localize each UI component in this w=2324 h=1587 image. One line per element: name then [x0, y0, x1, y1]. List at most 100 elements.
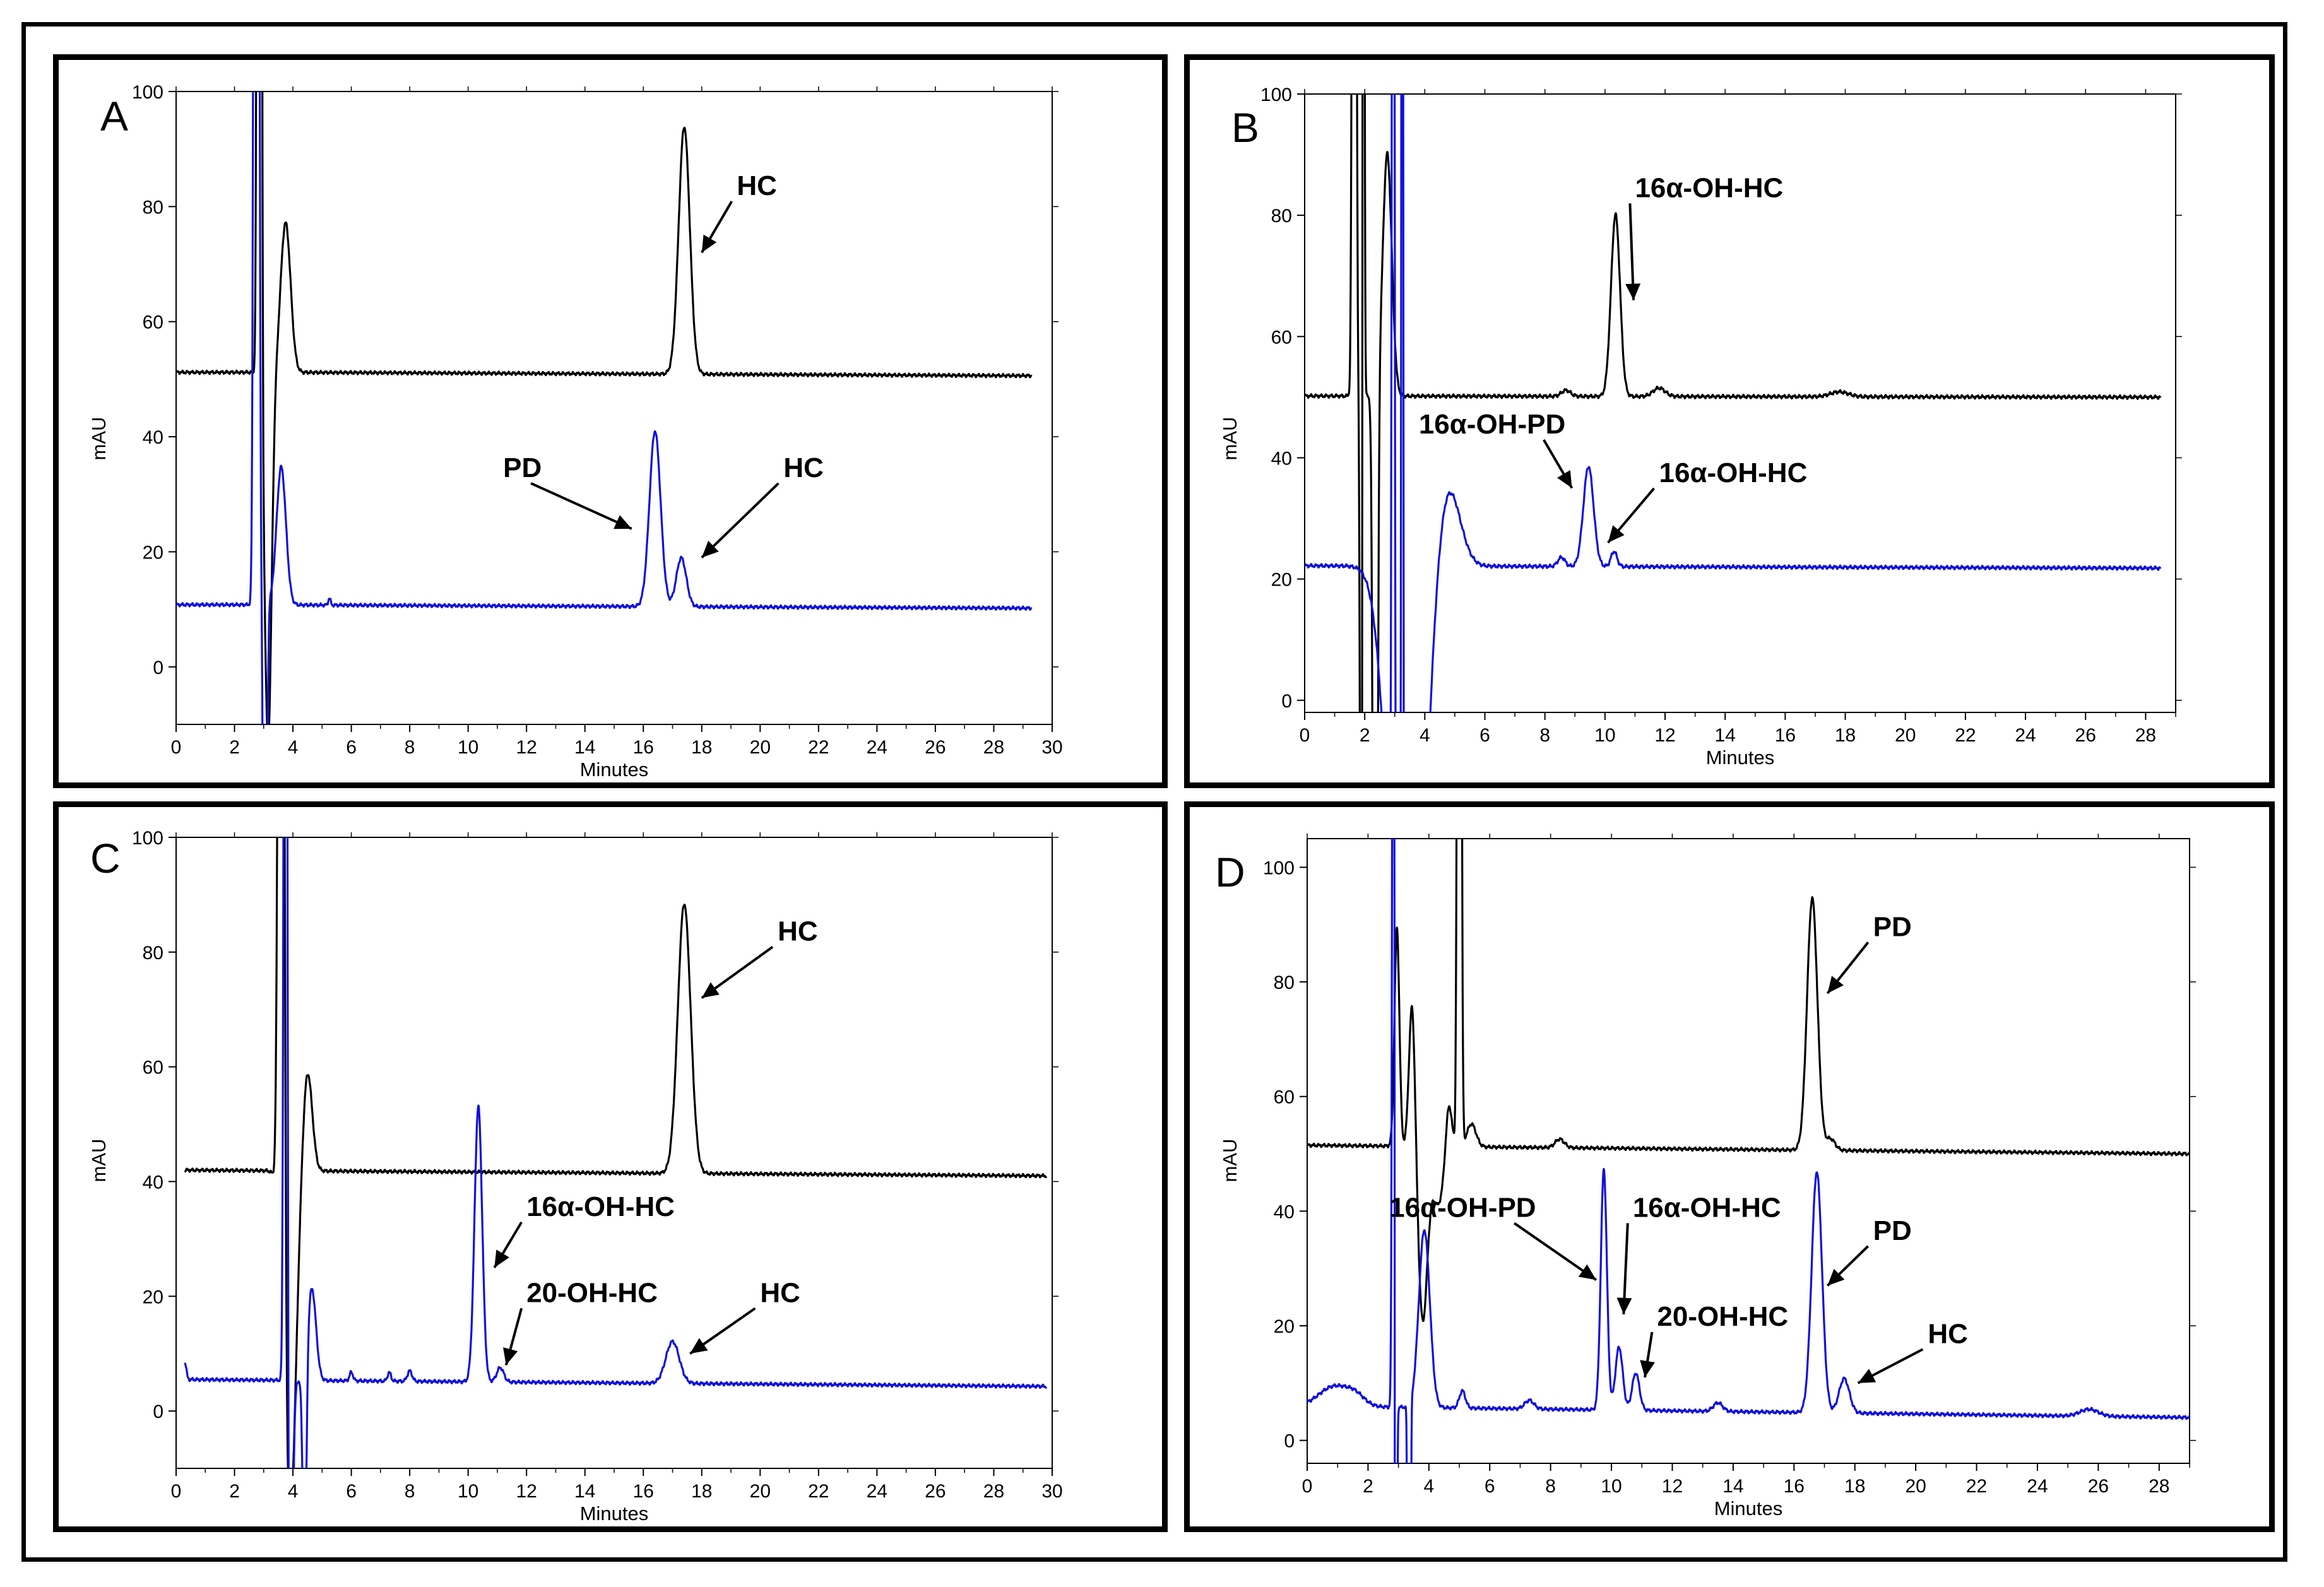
peak-annotation-label: HC — [1928, 1318, 1968, 1349]
annotation-arrow — [530, 482, 632, 530]
x-tick-label: 12 — [1654, 725, 1675, 746]
chart-svg-c: C0 2 4 6 8 10 12 14 16 18 20 22 24 26 28 30020406080100… — [88, 828, 1063, 1525]
y-tick-label: 0 — [1281, 691, 1292, 712]
peak-annotation-label: PD — [503, 452, 542, 483]
x-tick-label: 2 — [1363, 1476, 1373, 1497]
x-axis-title: Minutes — [580, 758, 649, 781]
annotation-arrowhead — [1578, 1264, 1596, 1280]
panel-letter: C — [90, 835, 121, 882]
x-tick-label: 20 — [1905, 1476, 1926, 1497]
y-tick-label: 60 — [1271, 327, 1292, 348]
x-tick-label: 26 — [2075, 725, 2096, 746]
black-trace-line — [184, 837, 1048, 1468]
x-tick-label: 4 — [288, 737, 299, 758]
y-tick-label: 40 — [1274, 1201, 1295, 1222]
y-tick-label: 100 — [1260, 85, 1292, 105]
peak-annotation-label: 16α-OH-HC — [1635, 172, 1783, 203]
x-tick-label: 26 — [2088, 1476, 2109, 1497]
x-tick-label: 28 — [2135, 725, 2156, 746]
y-tick-label: 20 — [1274, 1316, 1295, 1337]
x-tick-label: 30 — [1041, 737, 1062, 758]
peak-annotation-label: PD — [1873, 1215, 1912, 1246]
chart-svg-d: D0 2 4 6 8 10 12 14 16 18 20 22 24 26 28020406080100Mi… — [1215, 834, 2196, 1519]
annotation-arrowhead — [1827, 976, 1844, 994]
x-tick-label: 28 — [983, 1481, 1004, 1502]
x-tick-label: 0 — [171, 1481, 182, 1502]
peak-annotation-label: 16α-OH-HC — [1659, 457, 1808, 488]
x-tick-label: 0 — [1300, 725, 1310, 746]
peak-annotation-label: HC — [783, 452, 824, 483]
y-axis-title: mAU — [1219, 1139, 1241, 1183]
x-tick-label: 8 — [1539, 725, 1550, 746]
blue-trace-line — [1305, 94, 2162, 712]
x-tick-label: 12 — [516, 1481, 537, 1502]
peak-annotation-label: 20-OH-HC — [526, 1277, 658, 1308]
x-tick-label: 14 — [1715, 725, 1736, 746]
black-trace-line — [176, 91, 1033, 724]
x-tick-label: 14 — [574, 737, 595, 758]
x-tick-label: 20 — [1895, 725, 1916, 746]
x-tick-label: 20 — [750, 737, 771, 758]
peak-annotation-label: 20-OH-HC — [1657, 1301, 1788, 1332]
x-tick-label: 24 — [2015, 725, 2036, 746]
x-tick-label: 2 — [1360, 725, 1370, 746]
y-tick-label: 80 — [1274, 972, 1295, 993]
x-tick-label: 28 — [2149, 1476, 2169, 1497]
x-axis-title: Minutes — [1706, 746, 1775, 769]
y-tick-label: 80 — [1271, 206, 1292, 227]
x-tick-label: 8 — [405, 1481, 415, 1502]
panel-letter: B — [1231, 104, 1259, 151]
y-tick-label: 20 — [143, 542, 163, 563]
y-axis-title: mAU — [1219, 417, 1241, 461]
x-tick-label: 18 — [691, 1481, 712, 1502]
x-tick-label: 26 — [925, 737, 946, 758]
x-tick-label: 6 — [1485, 1476, 1495, 1497]
y-tick-label: 80 — [143, 943, 163, 964]
x-tick-label: 12 — [1662, 1476, 1683, 1497]
x-tick-label: 22 — [1955, 725, 1976, 746]
annotation-arrowhead — [1616, 1297, 1632, 1314]
annotation-arrowhead — [701, 982, 720, 998]
plot-frame — [175, 91, 1053, 725]
y-tick-label: 0 — [1284, 1431, 1295, 1452]
peak-annotation-label: HC — [778, 916, 818, 947]
x-tick-label: 30 — [1041, 1481, 1062, 1502]
x-tick-label: 6 — [346, 737, 357, 758]
x-tick-label: 24 — [2027, 1476, 2048, 1497]
x-tick-label: 18 — [691, 737, 712, 758]
x-tick-label: 16 — [1784, 1476, 1805, 1497]
plot-frame — [1307, 838, 2190, 1464]
panel-b: B 0 2 4 6 8 10 12 14 16 18 20 22 24 26 28 0 20 40 60 80 100 Mi… — [1184, 54, 2275, 788]
panel-c: C 0 2 4 6 8 10 12 14 16 18 20 22 24 26 28 30 0 20 40 60 80 100… — [53, 801, 1168, 1532]
annotation-arrow — [701, 482, 780, 559]
x-tick-label: 10 — [1594, 725, 1615, 746]
x-tick-label: 8 — [405, 737, 415, 758]
x-tick-label: 6 — [1479, 725, 1490, 746]
black-trace-line — [1305, 94, 2162, 712]
y-tick-label: 60 — [143, 312, 163, 333]
peak-annotation-label: HC — [737, 170, 777, 201]
x-tick-label: 12 — [516, 737, 537, 758]
black-trace-line — [1307, 839, 2190, 1322]
y-tick-label: 100 — [1263, 858, 1295, 878]
y-tick-label: 100 — [132, 82, 163, 103]
annotation-arrowhead — [1640, 1360, 1655, 1378]
y-tick-label: 100 — [132, 828, 163, 849]
x-tick-label: 22 — [1966, 1476, 1987, 1497]
x-tick-label: 4 — [1423, 1476, 1434, 1497]
blue-trace-line — [1307, 839, 2190, 1463]
chart-svg-a: A0 2 4 6 8 10 12 14 16 18 20 22 24 26 28 30020406080100… — [88, 82, 1063, 781]
x-tick-label: 24 — [867, 737, 887, 758]
plot-frame — [1304, 93, 2176, 713]
x-tick-label: 22 — [808, 1481, 829, 1502]
y-tick-label: 0 — [153, 1401, 163, 1422]
y-tick-label: 80 — [143, 197, 163, 218]
y-tick-label: 40 — [143, 1172, 163, 1193]
x-tick-label: 18 — [1835, 725, 1856, 746]
annotation-arrowhead — [701, 234, 717, 253]
peak-annotation-label: 16α-OH-HC — [1633, 1192, 1781, 1223]
y-tick-label: 60 — [143, 1058, 163, 1078]
annotation-arrowhead — [690, 1338, 708, 1354]
x-tick-label: 14 — [1722, 1476, 1743, 1497]
y-tick-label: 60 — [1274, 1087, 1295, 1108]
